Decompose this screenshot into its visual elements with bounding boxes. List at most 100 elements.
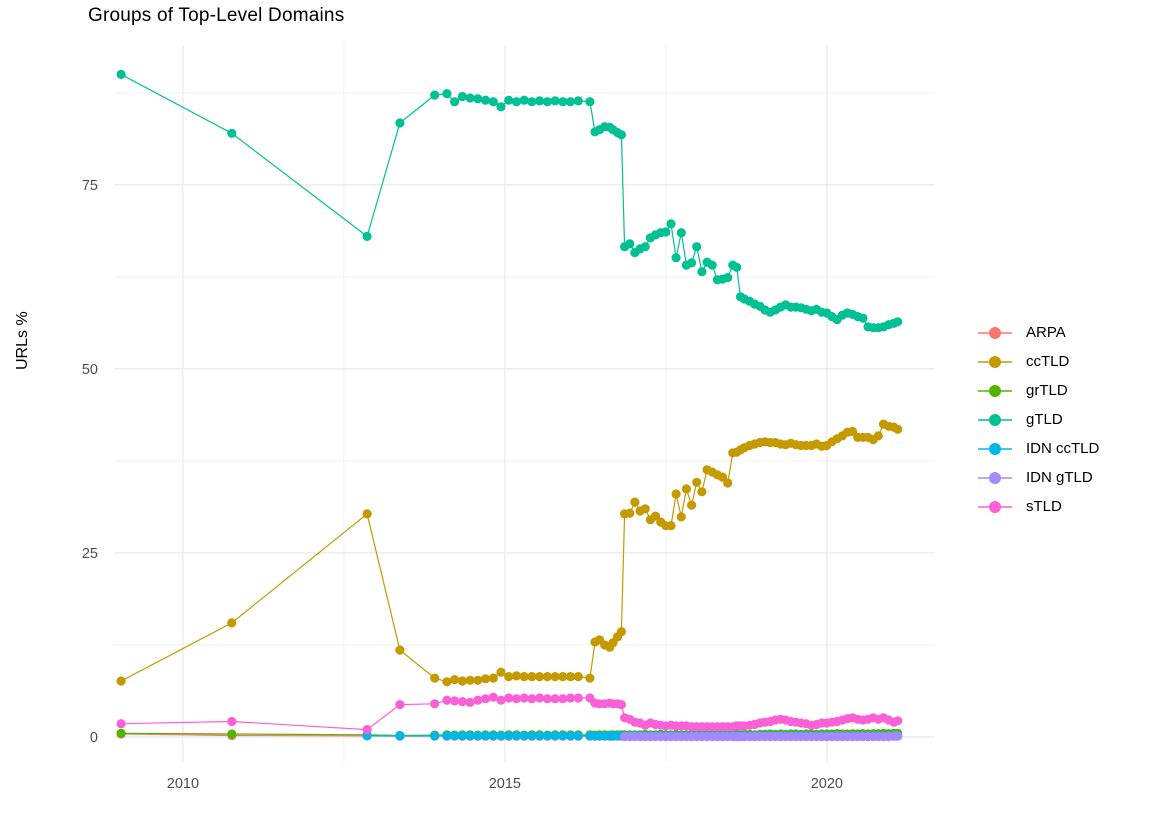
data-point-ccTLD — [227, 618, 237, 628]
data-point-ccTLD — [630, 497, 640, 507]
data-point-sTLD — [542, 694, 553, 704]
data-point-sTLD — [442, 695, 452, 705]
data-point-sTLD — [616, 700, 627, 710]
data-point-gTLD — [542, 97, 553, 107]
legend: ARPA ccTLD grTLD gTLD IDN ccTLD IDN gTLD sTLD — [978, 318, 1099, 521]
data-point-gTLD — [488, 97, 498, 107]
data-point-ccTLD — [535, 672, 545, 682]
y-tick-label: 75 — [82, 178, 98, 194]
legend-key-dot-icon — [978, 355, 1012, 368]
data-point-gTLD — [527, 97, 537, 107]
data-point-gTLD — [465, 93, 475, 103]
data-point-sTLD — [450, 696, 460, 706]
data-point-sTLD — [519, 693, 529, 703]
data-point-gTLD — [676, 228, 686, 238]
legend-label: gTLD — [1026, 411, 1063, 428]
data-point-sTLD — [573, 693, 583, 703]
data-point-ccTLD — [473, 675, 483, 685]
data-point-gTLD — [558, 97, 568, 107]
data-point-ccTLD — [893, 424, 903, 434]
data-point-gTLD — [535, 96, 545, 106]
data-point-IDN-ccTLD — [430, 731, 440, 741]
data-point-gTLD — [450, 97, 460, 107]
data-point-ccTLD — [527, 672, 537, 682]
data-point-sTLD — [511, 694, 522, 704]
data-point-ccTLD — [692, 477, 702, 487]
legend-label: IDN gTLD — [1026, 469, 1093, 486]
data-point-IDN-ccTLD — [558, 731, 568, 741]
data-point-gTLD — [666, 219, 676, 229]
data-point-gTLD — [430, 90, 440, 100]
data-point-gTLD — [707, 260, 717, 270]
data-point-ccTLD — [504, 672, 514, 682]
data-point-IDN-ccTLD — [504, 731, 514, 741]
data-point-IDN-ccTLD — [511, 731, 522, 741]
data-point-gTLD — [227, 128, 237, 138]
chart-title: Groups of Top-Level Domains — [88, 5, 345, 26]
legend-label: sTLD — [1026, 498, 1062, 515]
data-point-grTLD — [227, 729, 237, 739]
data-point-IDN-ccTLD — [395, 731, 405, 741]
data-point-IDN-ccTLD — [362, 731, 372, 741]
legend-key-dot-icon — [978, 442, 1012, 455]
x-tick-label: 2010 — [167, 776, 199, 792]
data-point-gTLD — [697, 267, 707, 277]
data-point-ccTLD — [558, 672, 568, 682]
data-point-ccTLD — [480, 674, 491, 684]
legend-label: ccTLD — [1026, 353, 1070, 370]
data-point-ccTLD — [723, 478, 733, 488]
data-point-IDN-ccTLD — [542, 731, 553, 741]
data-point-ccTLD — [625, 508, 635, 518]
data-point-ccTLD — [585, 673, 595, 683]
legend-key-dot-icon — [978, 413, 1012, 426]
data-point-sTLD — [362, 725, 372, 735]
y-tick-label: 0 — [90, 730, 98, 746]
data-point-sTLD — [465, 697, 475, 708]
data-point-IDN-ccTLD — [519, 731, 529, 741]
data-point-gTLD — [504, 95, 514, 105]
data-point-sTLD — [430, 699, 440, 709]
data-point-gTLD — [362, 231, 372, 241]
data-point-gTLD — [496, 102, 506, 112]
data-point-IDN-ccTLD — [565, 731, 576, 741]
data-point-sTLD — [227, 716, 237, 727]
data-point-gTLD — [616, 130, 627, 140]
data-point-sTLD — [395, 700, 405, 710]
data-point-IDN-ccTLD — [442, 731, 452, 741]
data-point-ccTLD — [496, 667, 506, 677]
data-point-sTLD — [565, 693, 576, 703]
data-point-sTLD — [535, 693, 545, 703]
data-point-IDN-ccTLD — [488, 731, 498, 741]
data-point-ccTLD — [430, 673, 440, 683]
data-point-gTLD — [511, 97, 522, 107]
data-point-ccTLD — [671, 489, 681, 499]
series-line-gTLD — [120, 73, 898, 329]
data-point-sTLD — [457, 697, 467, 707]
data-point-gTLD — [687, 258, 697, 268]
data-point-gTLD — [442, 89, 452, 99]
legend-key-dot-icon — [978, 384, 1012, 397]
data-point-gTLD — [661, 227, 671, 237]
data-point-IDN-ccTLD — [527, 731, 537, 741]
legend-key-dot-icon — [978, 471, 1012, 484]
legend-label: ARPA — [1026, 324, 1066, 341]
data-point-sTLD — [504, 693, 514, 703]
legend-key-dot-icon — [978, 326, 1012, 339]
data-point-IDN-ccTLD — [465, 731, 475, 741]
data-point-ccTLD — [488, 673, 498, 683]
data-point-ccTLD — [717, 472, 728, 482]
data-point-gTLD — [457, 91, 467, 102]
data-point-sTLD — [893, 716, 903, 726]
legend-item-IDN-gTLD: IDN gTLD — [978, 463, 1099, 492]
legend-key-dot-icon — [978, 500, 1012, 513]
legend-label: IDN ccTLD — [1026, 440, 1100, 457]
data-point-IDN-ccTLD — [473, 731, 483, 741]
data-point-gTLD — [116, 69, 126, 79]
data-point-sTLD — [480, 694, 491, 704]
data-point-ccTLD — [616, 627, 627, 637]
data-point-gTLD — [519, 95, 529, 105]
data-point-gTLD — [723, 273, 733, 283]
data-point-sTLD — [527, 694, 537, 704]
data-point-sTLD — [550, 694, 560, 704]
